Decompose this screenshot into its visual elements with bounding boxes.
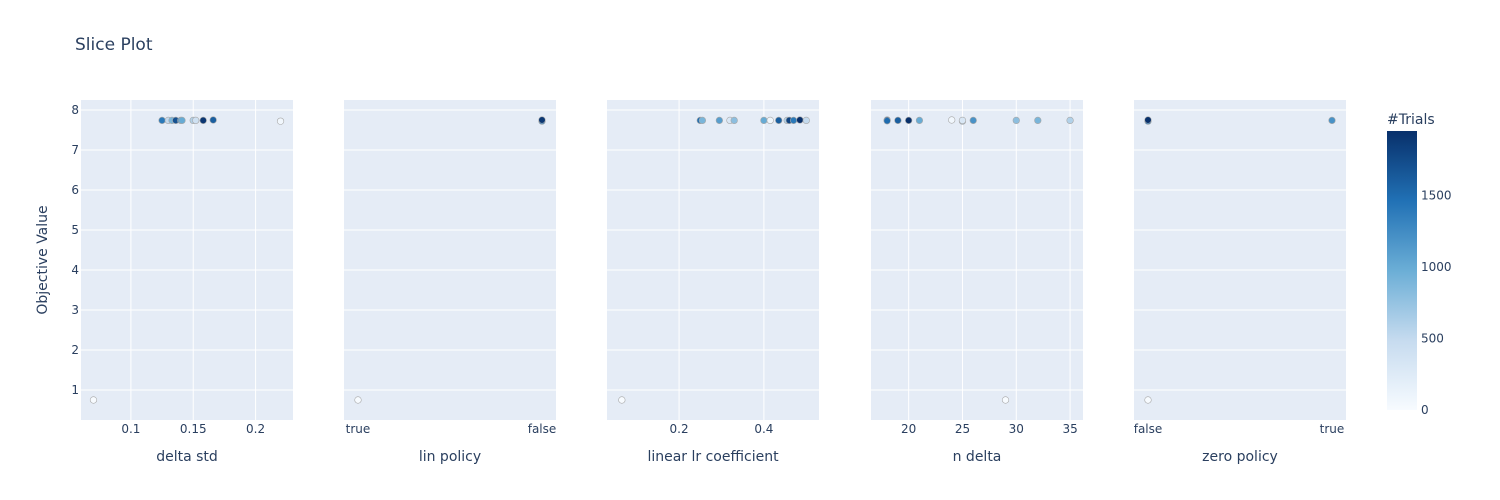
plot-background: [1134, 100, 1346, 420]
x-tick-label: true: [1320, 422, 1345, 436]
plot-background: [344, 100, 556, 420]
y-tick-label: 6: [71, 183, 79, 197]
x-tick-label: 0.2: [246, 422, 265, 436]
data-point: [1328, 116, 1336, 124]
data-point: [158, 116, 166, 124]
data-point: [796, 116, 804, 124]
data-point: [538, 116, 546, 124]
x-tick-label: 30: [1009, 422, 1024, 436]
data-point: [1144, 116, 1152, 124]
y-tick-label: 5: [71, 223, 79, 237]
x-tick-label: true: [346, 422, 371, 436]
y-tick-label: 3: [71, 303, 79, 317]
data-point: [894, 116, 902, 124]
data-point: [958, 116, 967, 124]
y-tick-label: 1: [71, 383, 79, 397]
y-tick-label: 4: [71, 263, 79, 277]
data-point: [760, 116, 768, 124]
colorbar-tick-label: 1000: [1421, 260, 1452, 274]
subplot-4: 20 25 30 35 n delta: [871, 100, 1083, 465]
data-point: [618, 396, 626, 404]
data-point: [1012, 116, 1020, 124]
y-axis-title: Objective Value: [35, 205, 51, 314]
data-point: [276, 117, 285, 125]
x-axis-title: zero policy: [1202, 449, 1278, 465]
data-point: [1066, 116, 1074, 124]
x-tick-label: 25: [955, 422, 970, 436]
x-tick-label: 0.1: [121, 422, 140, 436]
data-point: [715, 116, 723, 124]
colorbar-title: #Trials: [1387, 112, 1435, 128]
data-point: [1034, 116, 1042, 124]
data-point: [789, 116, 798, 124]
data-point: [209, 116, 217, 124]
plot-background: [81, 100, 293, 420]
subplot-panels: 1 2 3 4 5 6 7 8 0.1 0.15 0.2 delta std true false lin …: [71, 100, 1346, 465]
x-tick-label: 0.4: [754, 422, 773, 436]
chart-title: Slice Plot: [75, 35, 153, 55]
plot-background: [871, 100, 1083, 420]
y-tick-label: 7: [71, 143, 79, 157]
x-tick-label: false: [1134, 422, 1163, 436]
subplot-2: true false lin policy: [344, 100, 556, 465]
x-tick-label: 20: [901, 422, 916, 436]
colorbar: #Trials 0 500 1000 1500: [1387, 112, 1452, 417]
y-tick-label: 8: [71, 103, 79, 117]
data-point: [698, 116, 707, 124]
data-point: [1001, 396, 1010, 404]
subplot-5: false true zero policy: [1134, 100, 1346, 465]
data-point: [775, 116, 783, 124]
data-point: [802, 116, 810, 124]
x-tick-label: 35: [1062, 422, 1077, 436]
y-tick-label: 2: [71, 343, 79, 357]
data-point: [905, 116, 913, 124]
data-point: [199, 116, 207, 124]
data-point: [178, 116, 186, 124]
colorbar-gradient: [1387, 131, 1417, 410]
x-axis-title: delta std: [156, 449, 218, 465]
colorbar-ticks: 0 500 1000 1500: [1421, 188, 1452, 417]
data-point: [730, 116, 738, 124]
data-point: [948, 116, 956, 124]
colorbar-tick-label: 0: [1421, 403, 1429, 417]
data-point: [1144, 396, 1152, 404]
x-axis-title: linear lr coefficient: [647, 449, 779, 465]
data-point: [89, 396, 98, 404]
plot-background: [607, 100, 819, 420]
data-point: [883, 117, 891, 125]
x-tick-label: 0.15: [180, 422, 207, 436]
x-axis-title: lin policy: [419, 449, 481, 465]
data-point: [915, 116, 924, 124]
x-tick-label: false: [528, 422, 557, 436]
data-point: [969, 116, 977, 124]
data-point: [192, 116, 200, 124]
data-point: [766, 116, 774, 124]
x-tick-label: 0.2: [670, 422, 689, 436]
x-axis-title: n delta: [953, 449, 1002, 465]
colorbar-tick-label: 1500: [1421, 188, 1452, 202]
colorbar-tick-label: 500: [1421, 331, 1444, 345]
subplot-1: 1 2 3 4 5 6 7 8 0.1 0.15 0.2 delta std: [71, 100, 293, 465]
subplot-3: 0.2 0.4 linear lr coefficient: [607, 100, 819, 465]
data-point: [354, 396, 362, 404]
